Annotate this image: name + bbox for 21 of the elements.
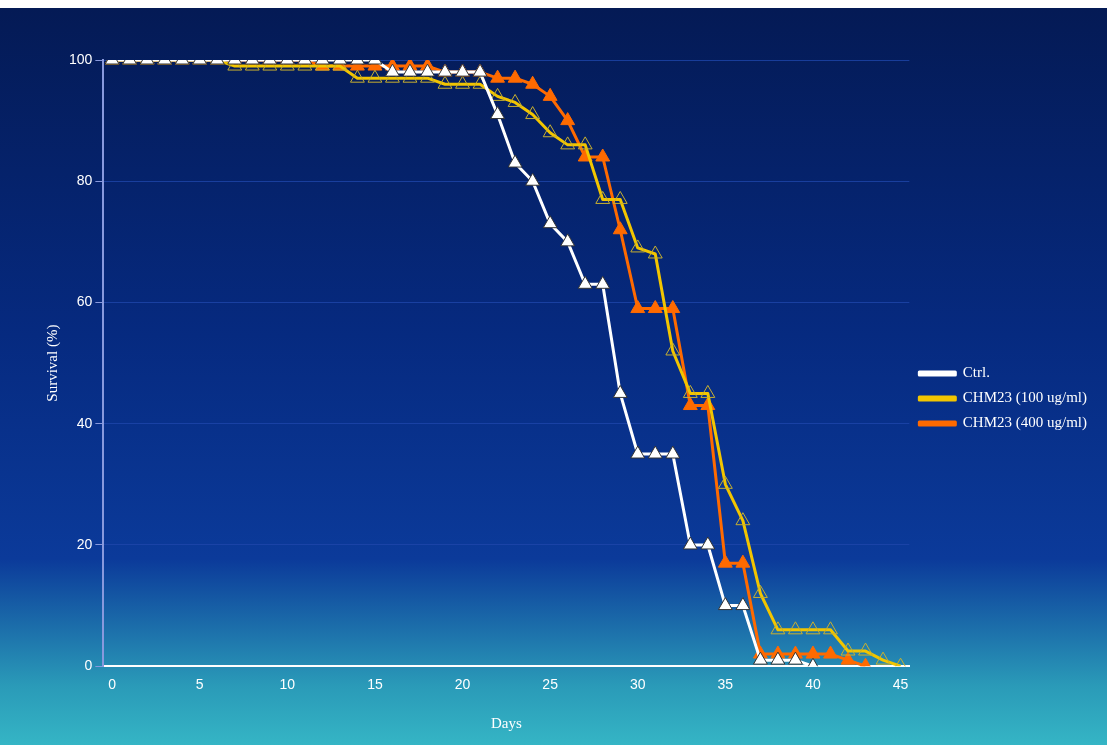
x-tick-label: 30 (629, 676, 646, 693)
x-tick-label: 25 (542, 676, 559, 693)
y-tick-label: 20 (76, 535, 93, 552)
x-tick-label: 20 (454, 676, 471, 693)
y-tick-label: 60 (76, 293, 93, 310)
x-tick-label: 15 (367, 676, 383, 693)
x-axis-title: Days (490, 714, 522, 731)
x-tick-label: 5 (195, 676, 204, 693)
legend-label: CHM23 (400 ug/ml) (962, 414, 1087, 432)
x-tick-label: 40 (805, 676, 821, 693)
legend-label: CHM23 (100 ug/ml) (962, 389, 1087, 407)
y-tick-label: 80 (76, 172, 93, 189)
x-tick-label: 45 (892, 676, 909, 693)
legend-label: Ctrl. (962, 364, 990, 381)
x-tick-label: 0 (108, 676, 117, 693)
y-tick-label: 0 (84, 657, 93, 674)
x-tick-label: 35 (717, 676, 734, 693)
y-tick-label: 100 (69, 50, 93, 67)
y-axis-title: Survival (%) (43, 324, 61, 402)
y-tick-label: 40 (76, 414, 93, 431)
x-tick-label: 10 (279, 676, 296, 693)
